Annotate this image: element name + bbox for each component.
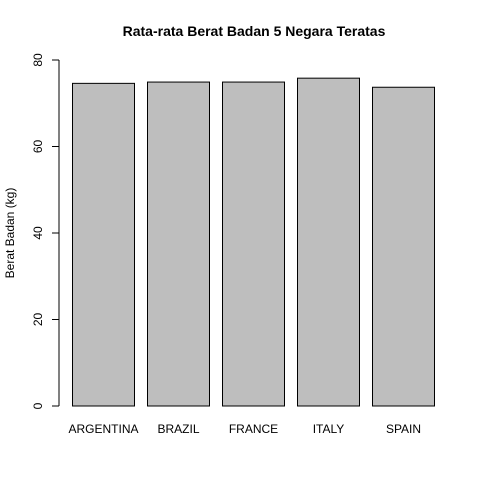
y-axis-label: Berat Badan (kg) <box>3 188 17 279</box>
y-tick-label-60: 60 <box>31 140 45 154</box>
y-tick-label-80: 80 <box>31 53 45 67</box>
bar-argentina <box>72 82 135 407</box>
bar-brazil <box>147 81 210 407</box>
y-tick-label-20: 20 <box>31 313 45 327</box>
bars-group <box>72 77 435 407</box>
x-tick-label-france: FRANCE <box>229 422 278 436</box>
chart-title: Rata-rata Berat Badan 5 Negara Teratas <box>123 23 386 39</box>
x-tick-label-italy: ITALY <box>313 422 345 436</box>
x-tick-label-argentina: ARGENTINA <box>68 422 138 436</box>
y-axis: 0 20 40 60 80 <box>31 53 60 409</box>
y-tick-label-40: 40 <box>31 226 45 240</box>
x-tick-labels: ARGENTINA BRAZIL FRANCE ITALY SPAIN <box>68 422 421 436</box>
x-tick-label-spain: SPAIN <box>386 422 421 436</box>
x-tick-label-brazil: BRAZIL <box>157 422 199 436</box>
bar-france <box>222 81 285 407</box>
bar-italy <box>297 77 360 407</box>
bar-spain <box>372 86 435 407</box>
y-tick-label-0: 0 <box>31 402 45 409</box>
